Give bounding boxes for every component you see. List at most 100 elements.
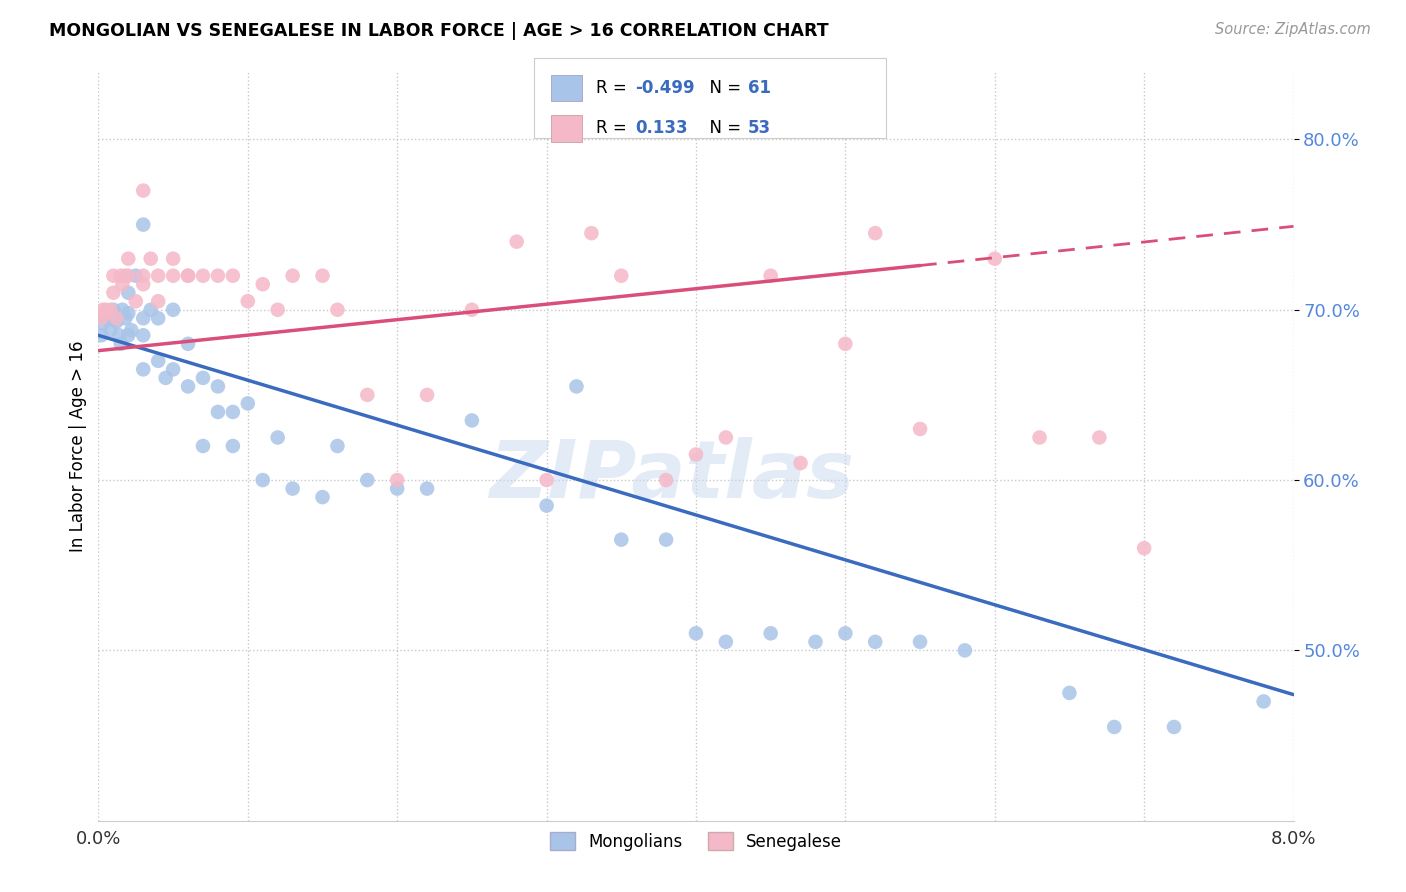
Point (356, 473, 378, 487)
Point (865, 635, 887, 649)
Point (117, 285, 139, 300)
Point (108, 328, 131, 343)
Point (655, 473, 678, 487)
Point (207, 379, 229, 393)
Point (222, 439, 245, 453)
Point (610, 268, 633, 283)
Point (610, 533, 633, 547)
Point (177, 268, 200, 283)
Point (1253, 694, 1275, 708)
Point (236, 294, 259, 309)
Legend: Mongolians, Senegalese: Mongolians, Senegalese (543, 826, 849, 857)
Text: R =: R = (596, 79, 633, 97)
Point (162, 302, 184, 317)
Point (506, 235, 529, 249)
Text: ZIPatlas: ZIPatlas (489, 437, 855, 515)
Point (148, 268, 170, 283)
Point (105, 311, 128, 326)
Point (98, 302, 122, 317)
Point (117, 268, 139, 283)
Point (714, 635, 737, 649)
Point (90, 328, 112, 343)
Point (117, 306, 139, 320)
Point (1059, 686, 1081, 700)
Point (222, 268, 245, 283)
Point (110, 268, 132, 283)
Point (207, 268, 229, 283)
Point (103, 268, 125, 283)
Point (804, 635, 827, 649)
Point (177, 379, 200, 393)
Point (1163, 720, 1185, 734)
Point (162, 268, 184, 283)
Point (655, 533, 678, 547)
Point (191, 371, 214, 385)
Point (326, 302, 349, 317)
Point (162, 252, 184, 266)
Point (685, 626, 707, 640)
Point (91, 302, 114, 317)
Point (834, 626, 856, 640)
Point (311, 490, 333, 504)
Point (91, 317, 114, 331)
Point (581, 226, 603, 240)
Point (120, 323, 142, 337)
Point (191, 439, 214, 453)
Point (94, 311, 117, 326)
Point (865, 226, 887, 240)
Point (789, 456, 811, 470)
Text: 53: 53 (748, 120, 770, 137)
Text: Source: ZipAtlas.com: Source: ZipAtlas.com (1215, 22, 1371, 37)
Point (984, 252, 1007, 266)
Point (162, 362, 184, 376)
Point (759, 626, 782, 640)
Point (834, 336, 856, 351)
Point (267, 430, 290, 444)
Point (191, 268, 214, 283)
Point (565, 379, 588, 393)
Text: N =: N = (699, 120, 747, 137)
Point (267, 302, 290, 317)
Text: N =: N = (699, 79, 747, 97)
Point (110, 336, 132, 351)
Point (94, 302, 117, 317)
Point (281, 268, 304, 283)
Text: R =: R = (596, 120, 633, 137)
Point (132, 328, 155, 343)
Point (1133, 541, 1156, 556)
Point (114, 311, 136, 326)
Y-axis label: In Labor Force | Age > 16: In Labor Force | Age > 16 (69, 340, 87, 552)
Point (714, 430, 737, 444)
Point (105, 315, 128, 329)
Point (252, 473, 274, 487)
Point (90, 311, 112, 326)
Point (148, 354, 170, 368)
Point (207, 405, 229, 419)
Point (1088, 430, 1111, 444)
Point (177, 268, 200, 283)
Point (103, 302, 125, 317)
Point (132, 311, 155, 326)
Point (281, 482, 304, 496)
Point (114, 268, 136, 283)
Text: 0.133: 0.133 (636, 120, 688, 137)
Point (326, 439, 349, 453)
Point (461, 413, 484, 427)
Point (1104, 720, 1126, 734)
Point (385, 482, 409, 496)
Point (356, 388, 378, 402)
Point (222, 405, 245, 419)
Point (132, 218, 155, 232)
Point (536, 473, 558, 487)
Point (132, 268, 155, 283)
Point (385, 473, 409, 487)
Text: 61: 61 (748, 79, 770, 97)
Point (125, 294, 148, 309)
Point (685, 448, 707, 462)
Point (236, 396, 259, 410)
Point (103, 285, 125, 300)
Point (94, 306, 117, 320)
Point (98, 323, 122, 337)
Point (117, 328, 139, 343)
Point (311, 268, 333, 283)
